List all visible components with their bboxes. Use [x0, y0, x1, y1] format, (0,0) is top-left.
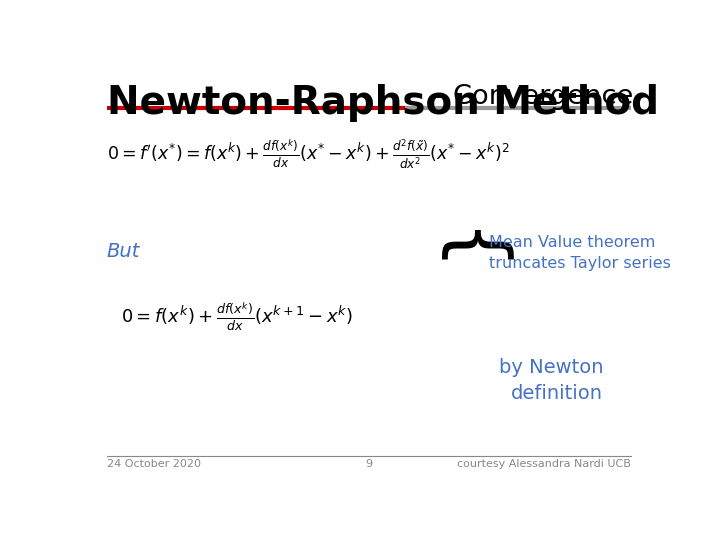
Text: }: }	[433, 210, 506, 259]
Text: $0 = f'(x^{*}) = f(x^{k}) + \frac{df(x^{k})}{dx}(x^{*} - x^{k}) + \frac{d^{2}f(\: $0 = f'(x^{*}) = f(x^{k}) + \frac{df(x^{…	[107, 138, 509, 172]
Text: 9: 9	[366, 458, 372, 469]
Text: Newton-Raphson Method: Newton-Raphson Method	[107, 84, 659, 122]
Text: – Convergence: – Convergence	[422, 84, 634, 110]
Text: But: But	[107, 241, 140, 260]
Text: by Newton
definition: by Newton definition	[499, 358, 603, 403]
Text: Mean Value theorem
truncates Taylor series: Mean Value theorem truncates Taylor seri…	[489, 235, 671, 271]
Text: 24 October 2020: 24 October 2020	[107, 458, 201, 469]
Text: courtesy Alessandra Nardi UCB: courtesy Alessandra Nardi UCB	[457, 458, 631, 469]
Text: $0 = f(x^{k}) + \frac{df(x^{k})}{dx}(x^{k+1} - x^{k})$: $0 = f(x^{k}) + \frac{df(x^{k})}{dx}(x^{…	[121, 300, 353, 333]
